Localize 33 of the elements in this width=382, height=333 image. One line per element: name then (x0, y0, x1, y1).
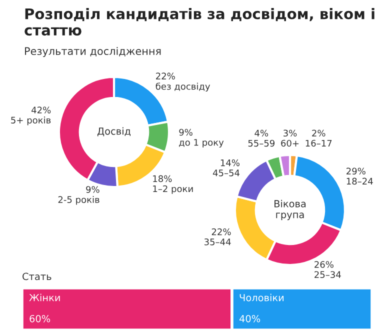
slice-label: 1–2 роки (153, 185, 193, 194)
data-label: 3% (284, 130, 297, 137)
text: Вікова група (274, 200, 306, 220)
data-label: 18% (153, 175, 172, 182)
data-label: 26% (314, 261, 334, 268)
data-label: 9% (86, 186, 100, 193)
slice-label: 18–24 (346, 178, 373, 185)
series-label: Чоловіки (240, 294, 284, 302)
data-label: 22% (156, 72, 175, 80)
data-label: 4% (254, 130, 268, 137)
data-label: 60% (30, 314, 50, 322)
slice-label: 5+ років (11, 116, 51, 126)
data-label: 9% (179, 128, 192, 136)
slice-label: 45–54 (212, 170, 240, 176)
chart-title: Стать (22, 272, 52, 280)
series-label: Жінки (29, 294, 60, 302)
chart-subtitle: Результати дослідження (25, 46, 161, 58)
data-label: 2% (312, 130, 326, 137)
data-label: 14% (220, 159, 240, 166)
slice-label: без досвіду (156, 82, 210, 92)
data-label: 40% (239, 314, 260, 322)
text: Досвід (97, 127, 131, 136)
slice-label: 60+ (281, 140, 299, 147)
slice-label: 55–59 (248, 140, 275, 147)
data-label: 42% (32, 106, 51, 114)
slice-label: 16–17 (306, 140, 332, 147)
slice-label: 35–44 (204, 238, 231, 246)
chart-title: Розподіл кандидатів за досвідом, віком і статтю (24, 8, 374, 36)
slice-label: 25–34 (314, 271, 341, 278)
data-label: 29% (346, 168, 366, 175)
slice-label: до 1 року (179, 139, 224, 148)
data-label: 22% (212, 228, 231, 236)
slice-label: 2-5 років (58, 196, 100, 205)
